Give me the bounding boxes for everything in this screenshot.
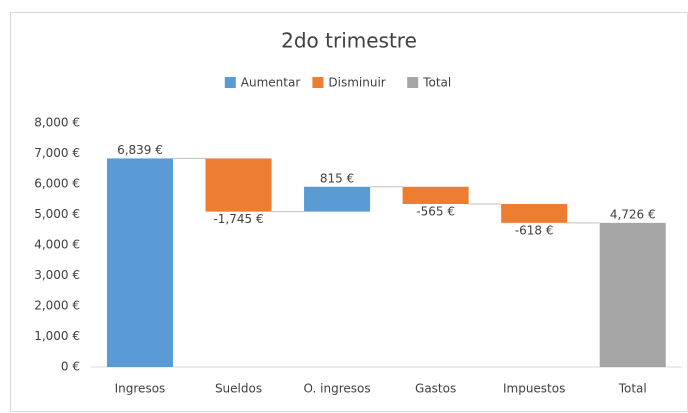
legend-label: Total — [422, 76, 451, 90]
x-tick-label: Sueldos — [215, 382, 262, 396]
data-label: 4,726 € — [610, 207, 656, 221]
bar — [599, 222, 666, 367]
legend-label: Aumentar — [241, 76, 301, 90]
data-label: -565 € — [416, 205, 455, 219]
legend: Aumentar Disminuir Total — [224, 76, 451, 90]
legend-swatch — [407, 77, 419, 88]
y-tick-label: 6,000 € — [34, 177, 80, 191]
bar — [501, 204, 568, 223]
x-tick-label: Impuestos — [503, 382, 565, 396]
y-tick-label: 8,000 € — [34, 116, 80, 130]
data-label: 815 € — [320, 171, 354, 185]
x-tick-label: O. ingresos — [304, 382, 371, 396]
data-label: -618 € — [515, 223, 554, 237]
data-label: -1,745 € — [213, 212, 263, 226]
y-tick-label: 4,000 € — [34, 238, 80, 252]
y-tick-label: 5,000 € — [34, 207, 80, 221]
bar — [402, 186, 469, 205]
x-tick-label: Total — [618, 382, 647, 396]
chart-title: 2do trimestre — [281, 29, 417, 53]
legend-label: Disminuir — [328, 76, 385, 90]
x-tick-label: Gastos — [415, 382, 456, 396]
legend-swatch — [224, 77, 236, 88]
y-tick-label: 0 € — [61, 360, 80, 374]
y-tick-label: 1,000 € — [34, 329, 80, 343]
legend-swatch — [312, 77, 324, 88]
y-tick-label: 7,000 € — [34, 146, 80, 160]
bar — [106, 158, 173, 367]
y-tick-label: 2,000 € — [34, 299, 80, 313]
x-tick-label: Ingresos — [115, 382, 166, 396]
y-tick-label: 3,000 € — [34, 268, 80, 282]
data-label: 6,839 € — [117, 143, 163, 157]
bar — [304, 186, 371, 212]
bar — [205, 158, 272, 212]
